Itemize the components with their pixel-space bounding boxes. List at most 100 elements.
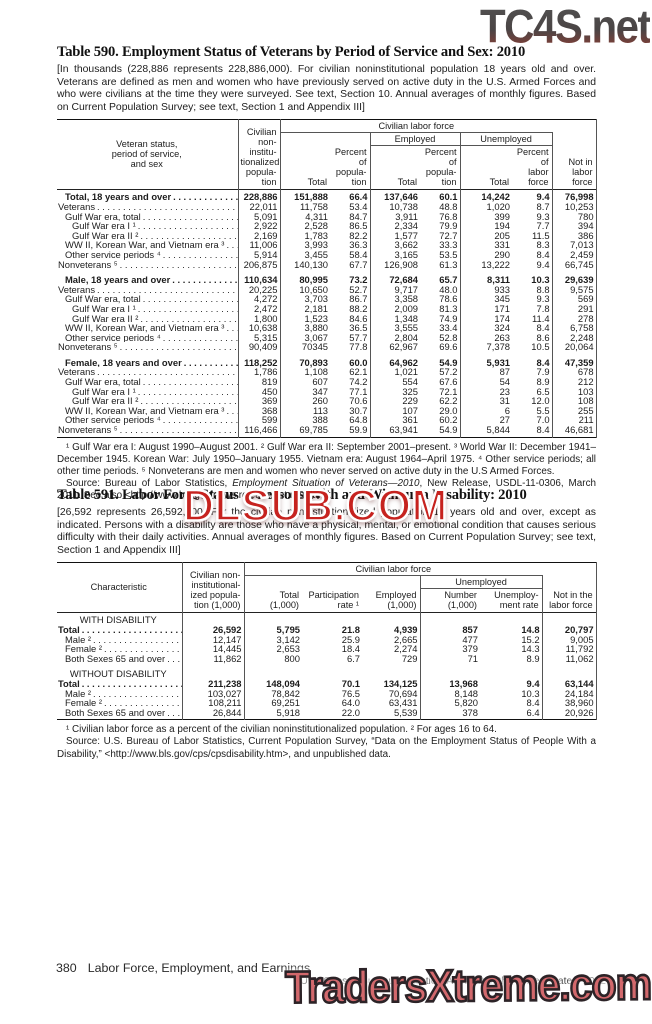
source-publication: Employment Situation of Veterans—2010 [232, 477, 420, 489]
row-label: Veterans [57, 284, 239, 295]
data-cell: 60.2 [420, 415, 461, 426]
row-label: Nonveterans ⁵ [57, 425, 239, 438]
data-cell: 48.8 [420, 202, 461, 212]
col-header-unemployed-number: Number (1,000) [444, 590, 477, 611]
table-590-title: Table 590. Employment Status of Veterans… [57, 44, 526, 60]
data-cell: 67.6 [420, 377, 461, 387]
data-cell: 140,130 [294, 258, 328, 270]
data-cell: 2,009 [394, 302, 418, 314]
data-cell: 1,786 [238, 367, 281, 378]
row-label: Veterans [57, 367, 239, 378]
data-cell: 8.4 [512, 323, 553, 333]
data-cell: 76.8 [420, 211, 461, 222]
data-cell: 70,893 [299, 356, 328, 368]
data-cell: 1,020 [486, 200, 510, 212]
data-cell: 29,639 [552, 269, 597, 285]
empty-cell [362, 612, 421, 625]
data-cell: 2,248 [552, 333, 597, 343]
data-cell: 379 [462, 643, 478, 655]
leader-dots [95, 202, 237, 212]
data-cell: 194 [494, 220, 510, 232]
data-cell: 857 [462, 623, 478, 635]
data-cell: 8.9 [512, 377, 553, 387]
data-cell: 47,359 [552, 351, 597, 368]
data-cell: 7.0 [512, 415, 553, 426]
data-cell: 1,348 [394, 312, 418, 324]
leader-dots [161, 250, 238, 260]
row-label: WW II, Korean War, and Vietnam era ³ [57, 323, 239, 333]
row-label: Both Sexes 65 and over [57, 707, 183, 720]
data-cell: 2,459 [552, 250, 597, 260]
data-cell: 8.9 [480, 654, 543, 664]
col-header-percent-of-population: Percent of popula- tion [330, 132, 371, 190]
data-cell: 29.0 [420, 406, 461, 416]
row-label: Other service periods ⁴ [57, 332, 239, 343]
table-591-header: Characteristic Civilian non- institution… [57, 562, 597, 613]
data-cell: 6 [504, 404, 510, 416]
row-label: Female ² [57, 698, 183, 708]
data-cell: 74.2 [330, 377, 371, 387]
data-cell: 6.7 [346, 652, 360, 664]
data-cell: 20,064 [552, 342, 597, 352]
data-cell: 62.1 [330, 367, 371, 378]
data-cell: 67.7 [330, 259, 371, 270]
leader-dots [136, 304, 238, 314]
data-cell: 64.8 [330, 415, 371, 426]
empty-cell [302, 663, 362, 679]
data-cell: 70,694 [362, 688, 421, 699]
leader-dots [224, 323, 237, 333]
empty-cell [244, 663, 302, 679]
data-cell: 2,528 [304, 220, 328, 232]
data-cell: 7,013 [552, 240, 597, 250]
leader-dots [141, 294, 238, 304]
col-header-participation-rate: Participation rate ¹ [308, 590, 359, 611]
data-cell: 59.9 [330, 425, 371, 438]
data-cell: 10.3 [480, 688, 543, 699]
col-header-population: Civilian non- institutional- ized popula… [182, 562, 245, 613]
data-cell: 33.4 [420, 323, 461, 333]
page-footer: 380 Labor Force, Employment, and Earnings [56, 961, 310, 975]
data-cell: 8.4 [512, 250, 553, 260]
data-cell: 206,875 [238, 259, 281, 270]
data-cell: 116,466 [238, 425, 281, 438]
data-cell: 347 [312, 385, 328, 397]
leader-dots [80, 679, 182, 689]
data-cell: 678 [552, 367, 597, 378]
data-cell: 36.3 [330, 240, 371, 250]
leader-dots [161, 333, 238, 343]
data-cell: 386 [552, 231, 597, 241]
col-group-civilian-labor-force: Civilian labor force [244, 562, 543, 577]
row-label: Total [57, 624, 183, 635]
col-header-employed: Employed (1,000) [362, 575, 421, 613]
data-cell: 229 [402, 395, 418, 407]
data-cell: 18.4 [341, 643, 360, 655]
leader-dots [102, 644, 182, 654]
data-cell: 2,665 [362, 634, 421, 645]
data-cell: 11,862 [182, 654, 245, 664]
row-label: Female ² [57, 644, 183, 654]
empty-cell [182, 663, 245, 679]
data-cell: 800 [284, 652, 300, 664]
data-cell: 450 [238, 387, 281, 397]
col-header-stub: Veteran status, period of service, and s… [57, 119, 239, 190]
data-cell: 26,844 [182, 707, 245, 720]
data-cell: 2,181 [304, 302, 328, 314]
data-cell: 399 [494, 210, 510, 222]
col-header-unemployed-percent: Percent of labor force [512, 145, 553, 190]
data-cell: 53.5 [420, 250, 461, 260]
leader-dots [102, 698, 182, 708]
data-cell: 10,738 [389, 200, 418, 212]
data-cell: 477 [462, 633, 478, 645]
data-cell: 76,998 [552, 189, 597, 202]
data-cell: 60.1 [420, 189, 461, 202]
data-cell: 60.0 [330, 351, 371, 368]
data-cell: 324 [494, 322, 510, 334]
data-cell: 20,926 [542, 707, 597, 720]
data-cell: 48.0 [420, 285, 461, 295]
data-cell: 291 [552, 304, 597, 314]
leader-dots [138, 314, 237, 324]
data-cell: 10,638 [238, 323, 281, 333]
col-header-employed-total: Total [397, 177, 417, 188]
data-cell: 77.1 [330, 387, 371, 397]
